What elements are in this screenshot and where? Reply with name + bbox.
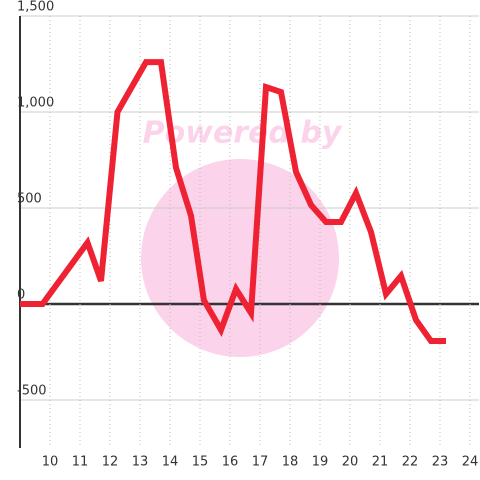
x-tick-label: 24 <box>462 455 479 470</box>
x-tick-label: 11 <box>72 455 89 470</box>
x-tick-label: 20 <box>342 455 359 470</box>
x-tick-label: 14 <box>162 455 179 470</box>
y-tick-label: 0 <box>17 288 25 303</box>
x-tick-label: 18 <box>282 455 299 470</box>
y-tick-label: 1,500 <box>17 0 54 15</box>
x-tick-label: 22 <box>402 455 419 470</box>
x-tick-label: 19 <box>312 455 329 470</box>
x-tick-label: 13 <box>132 455 149 470</box>
x-tick-label: 12 <box>102 455 119 470</box>
watermark-text: Powered by <box>143 116 343 151</box>
line <box>20 59 446 345</box>
x-tick-label: 17 <box>252 455 269 470</box>
x-tick-label: 15 <box>192 455 209 470</box>
x-tick-label: 10 <box>42 455 59 470</box>
y-tick-label: 1,000 <box>17 96 54 111</box>
x-tick-label: 21 <box>372 455 389 470</box>
watermark-logo <box>141 159 339 357</box>
x-tick-label: 23 <box>432 455 449 470</box>
y-tick-label: -500 <box>17 384 47 399</box>
y-tick-label: 500 <box>17 192 42 207</box>
x-tick-label: 16 <box>222 455 239 470</box>
